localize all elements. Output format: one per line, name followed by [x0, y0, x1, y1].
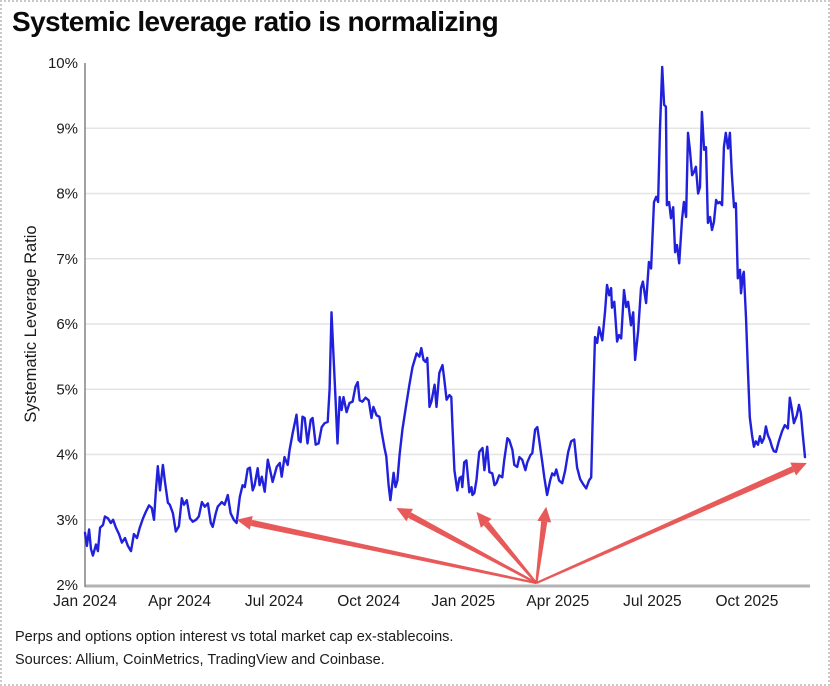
x-tick-label: Oct 2025 — [716, 593, 779, 610]
annotation-arrow-shaft — [535, 521, 548, 584]
x-tick-label: Jan 2025 — [431, 593, 495, 610]
annotation-arrow-head — [790, 462, 807, 476]
annotation-arrow-head — [236, 515, 253, 530]
y-tick-label: 7% — [56, 251, 78, 268]
x-tick-label: Jul 2024 — [245, 593, 304, 610]
x-tick-label: Oct 2024 — [337, 593, 400, 610]
annotation-arrow-head — [476, 511, 492, 528]
annotation-arrow-shaft — [250, 519, 537, 585]
page-title: Systemic leverage ratio is normalizing — [12, 6, 499, 37]
y-tick-label: 4% — [56, 447, 78, 464]
y-axis-title: Systematic Leverage Ratio — [22, 225, 40, 422]
y-tick-label: 3% — [56, 512, 78, 529]
leverage-ratio-line — [83, 65, 807, 557]
annotation-arrow-head — [396, 508, 413, 522]
chart-footnotes: Perps and options option interest vs tot… — [15, 626, 453, 672]
x-tick-label: Jan 2024 — [53, 593, 117, 610]
y-tick-label: 10% — [48, 55, 78, 72]
annotation-arrow-head — [537, 506, 552, 523]
annotation-arrow-shaft — [408, 512, 537, 585]
x-tick-label: Apr 2024 — [148, 593, 211, 610]
annotation-arrow-shaft — [535, 466, 795, 585]
y-tick-label: 6% — [56, 316, 78, 333]
y-tick-label: 8% — [56, 186, 78, 203]
y-tick-label: 9% — [56, 120, 78, 137]
annotation-arrow-shaft — [483, 521, 538, 584]
y-tick-label: 5% — [56, 381, 78, 398]
x-tick-label: Jul 2025 — [623, 593, 682, 610]
footnote-sources: Sources: Allium, CoinMetrics, TradingVie… — [15, 652, 385, 668]
footnote-description: Perps and options option interest vs tot… — [15, 629, 454, 645]
y-tick-label: 2% — [56, 577, 78, 594]
x-tick-label: Apr 2025 — [526, 593, 589, 610]
